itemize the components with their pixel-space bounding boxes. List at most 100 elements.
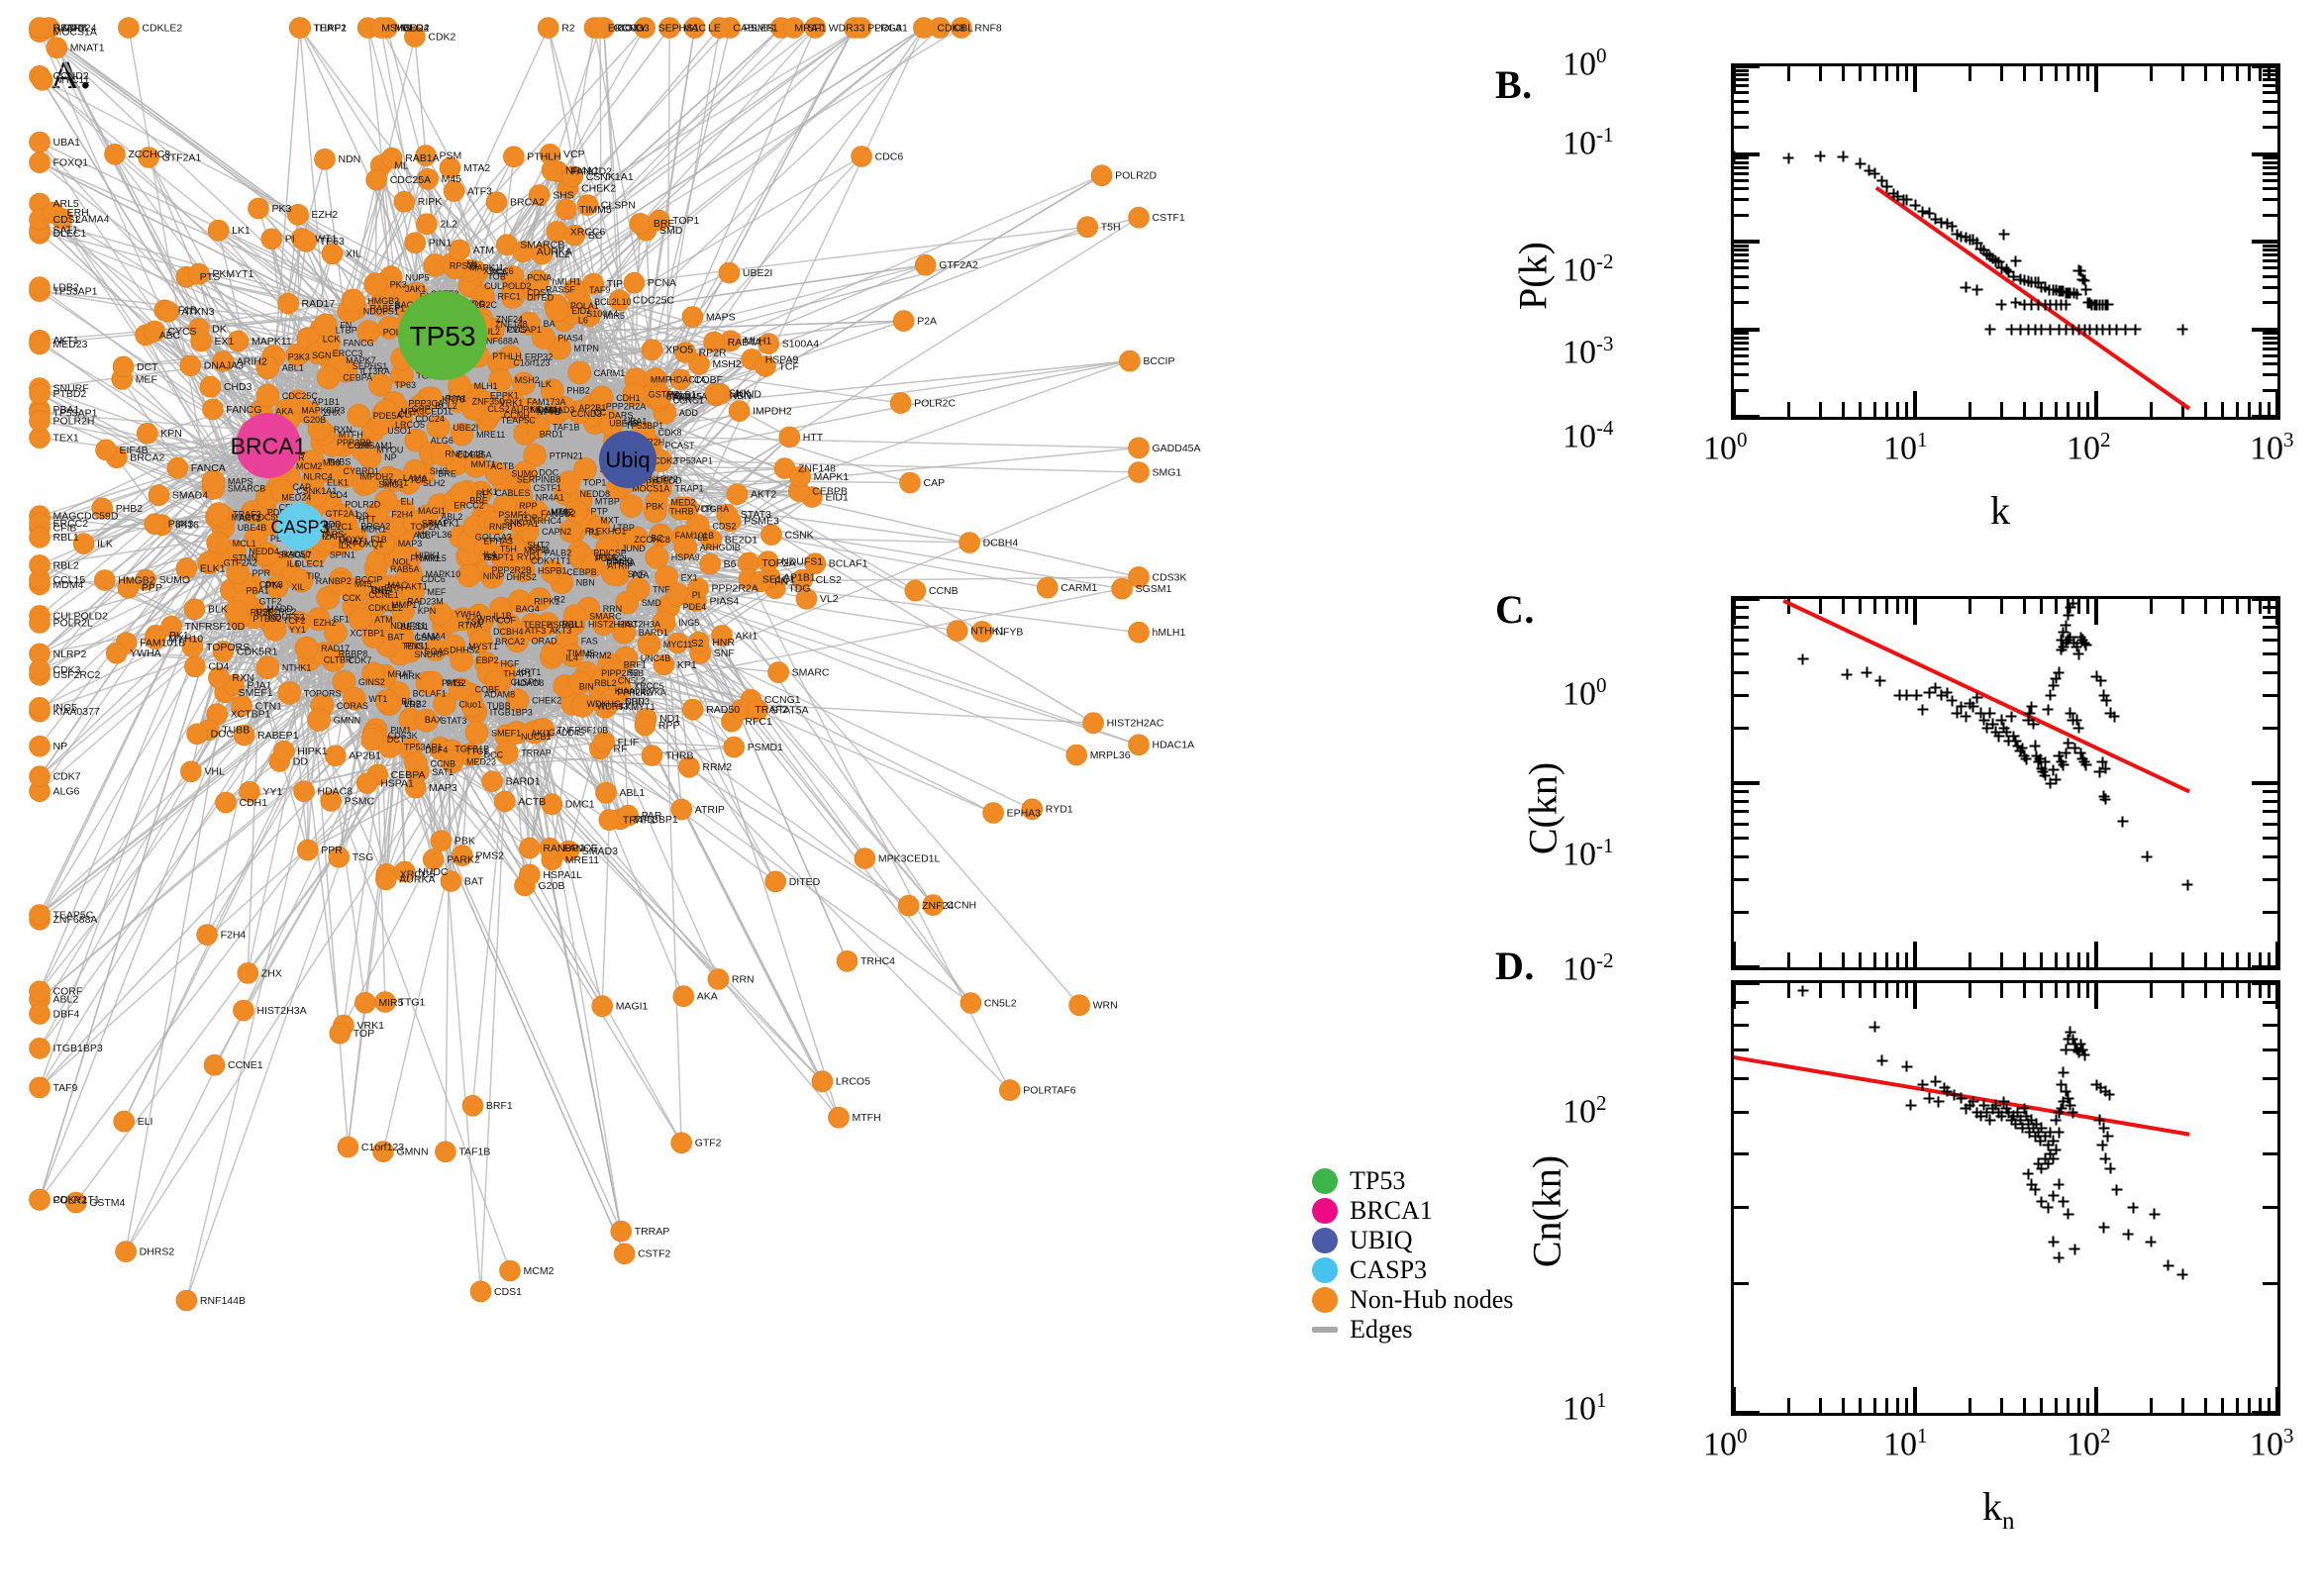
- axis-tick: [1734, 68, 1749, 72]
- data-point: [2048, 764, 2060, 776]
- axis-tick: [2180, 402, 2184, 417]
- axis-tick: [2149, 66, 2153, 81]
- data-point: [2048, 1152, 2060, 1164]
- axis-tick: [1734, 1411, 1760, 1413]
- axis-tick: [2263, 626, 2277, 630]
- data-point: [2127, 1202, 2139, 1214]
- axis-tick: [2094, 983, 2098, 1009]
- data-point: [2060, 637, 2071, 648]
- axis-tick: [2040, 952, 2044, 967]
- data-point: [2036, 1196, 2048, 1208]
- data-point: [2099, 793, 2111, 805]
- axis-tick: [2248, 66, 2252, 81]
- network-graph: MAGI1MOCS1ADHRS2TAF1BARL5ABL2MDM4ALG6RNF…: [29, 17, 1201, 1312]
- axis-tick: [2203, 402, 2207, 417]
- axis-tick: [1786, 599, 1790, 614]
- data-point: [1990, 726, 2002, 738]
- data-point: [1960, 232, 1971, 244]
- panel-b-ytick-4: 10-4: [1563, 416, 1614, 455]
- data-point: [1981, 722, 1993, 734]
- data-point: [2056, 634, 2068, 646]
- legend-item-edges: Edges: [1312, 1315, 1540, 1345]
- data-point: [2005, 1114, 2017, 1126]
- axis-tick: [1786, 66, 1790, 81]
- axis-tick: [2094, 599, 2098, 625]
- data-point: [1956, 701, 1968, 713]
- data-point: [2039, 1131, 2051, 1143]
- axis-tick: [1734, 726, 1749, 730]
- axis-tick: [2054, 952, 2058, 967]
- axis-tick: [2203, 983, 2207, 998]
- axis-tick: [2263, 910, 2277, 914]
- data-point: [2036, 1162, 2048, 1174]
- data-point: [2076, 273, 2088, 285]
- data-point: [1891, 190, 1903, 202]
- data-point: [2060, 748, 2071, 759]
- axis-tick: [2263, 799, 2277, 803]
- axis-tick: [1905, 983, 1909, 998]
- data-point: [2058, 1096, 2070, 1108]
- data-point: [1917, 206, 1929, 218]
- data-point: [1881, 181, 1893, 193]
- data-point: [2065, 707, 2076, 719]
- axis-tick: [1734, 373, 1749, 377]
- data-point: [2034, 1135, 2046, 1147]
- data-point: [1974, 243, 1986, 254]
- axis-tick: [1786, 983, 1790, 998]
- axis-tick: [2248, 402, 2252, 417]
- axis-tick: [2263, 1001, 2277, 1005]
- data-point: [2181, 879, 2193, 891]
- data-point: [2069, 743, 2080, 754]
- axis-tick: [2086, 599, 2090, 614]
- axis-tick: [2248, 599, 2252, 614]
- axis-tick: [1734, 171, 1749, 175]
- axis-tick: [1905, 66, 1909, 81]
- panel-d: D. Cn(kn) 102 101 100 101 102 103 kn: [1475, 944, 2307, 1574]
- axis-tick: [1734, 274, 1749, 278]
- axis-tick: [1786, 952, 1790, 967]
- axis-tick: [2054, 1398, 2058, 1413]
- data-point: [2090, 1079, 2102, 1091]
- axis-tick: [1818, 983, 1822, 998]
- axis-tick: [1734, 1001, 1749, 1005]
- data-point: [1864, 164, 1875, 176]
- data-point: [1936, 689, 1948, 701]
- axis-tick: [1734, 626, 1749, 630]
- data-point: [2050, 284, 2062, 296]
- data-point: [1949, 1089, 1961, 1101]
- data-point: [2056, 644, 2068, 655]
- panel-c-ytick-2: 10-2: [1563, 948, 1614, 988]
- panel-b-ytick-0: 100: [1563, 44, 1607, 83]
- data-point: [1923, 1092, 1935, 1104]
- axis-tick: [1734, 799, 1749, 803]
- axis-tick: [1734, 1152, 1749, 1156]
- axis-tick: [1818, 952, 1822, 967]
- data-point: [2067, 1107, 2078, 1119]
- data-point: [1930, 682, 1942, 694]
- axis-tick: [2263, 187, 2277, 191]
- data-point: [1814, 150, 1826, 162]
- panel-b-label: B.: [1495, 62, 1533, 107]
- legend-label: BRCA1: [1350, 1196, 1433, 1225]
- axis-tick: [2263, 353, 2277, 357]
- data-point: [1797, 653, 1809, 665]
- axis-tick: [2221, 66, 2225, 81]
- data-point: [2098, 689, 2110, 701]
- axis-tick: [1734, 1111, 1749, 1115]
- data-point: [2058, 627, 2070, 639]
- axis-tick: [1913, 391, 1917, 417]
- data-point: [1941, 1085, 1953, 1097]
- axis-tick: [1913, 599, 1917, 625]
- data-point: [2042, 1202, 2054, 1214]
- axis-tick: [2086, 952, 2090, 967]
- axis-tick: [2263, 615, 2277, 619]
- axis-tick: [2054, 402, 2058, 417]
- legend-label: Non-Hub nodes: [1350, 1285, 1514, 1314]
- panel-c-plot-area: [1734, 599, 2277, 967]
- axis-tick: [1734, 198, 1749, 202]
- data-point: [2068, 287, 2079, 299]
- data-point: [2005, 711, 2017, 723]
- data-point: [1993, 256, 2005, 268]
- data-point: [2058, 1196, 2070, 1208]
- axis-tick: [1734, 1023, 1749, 1027]
